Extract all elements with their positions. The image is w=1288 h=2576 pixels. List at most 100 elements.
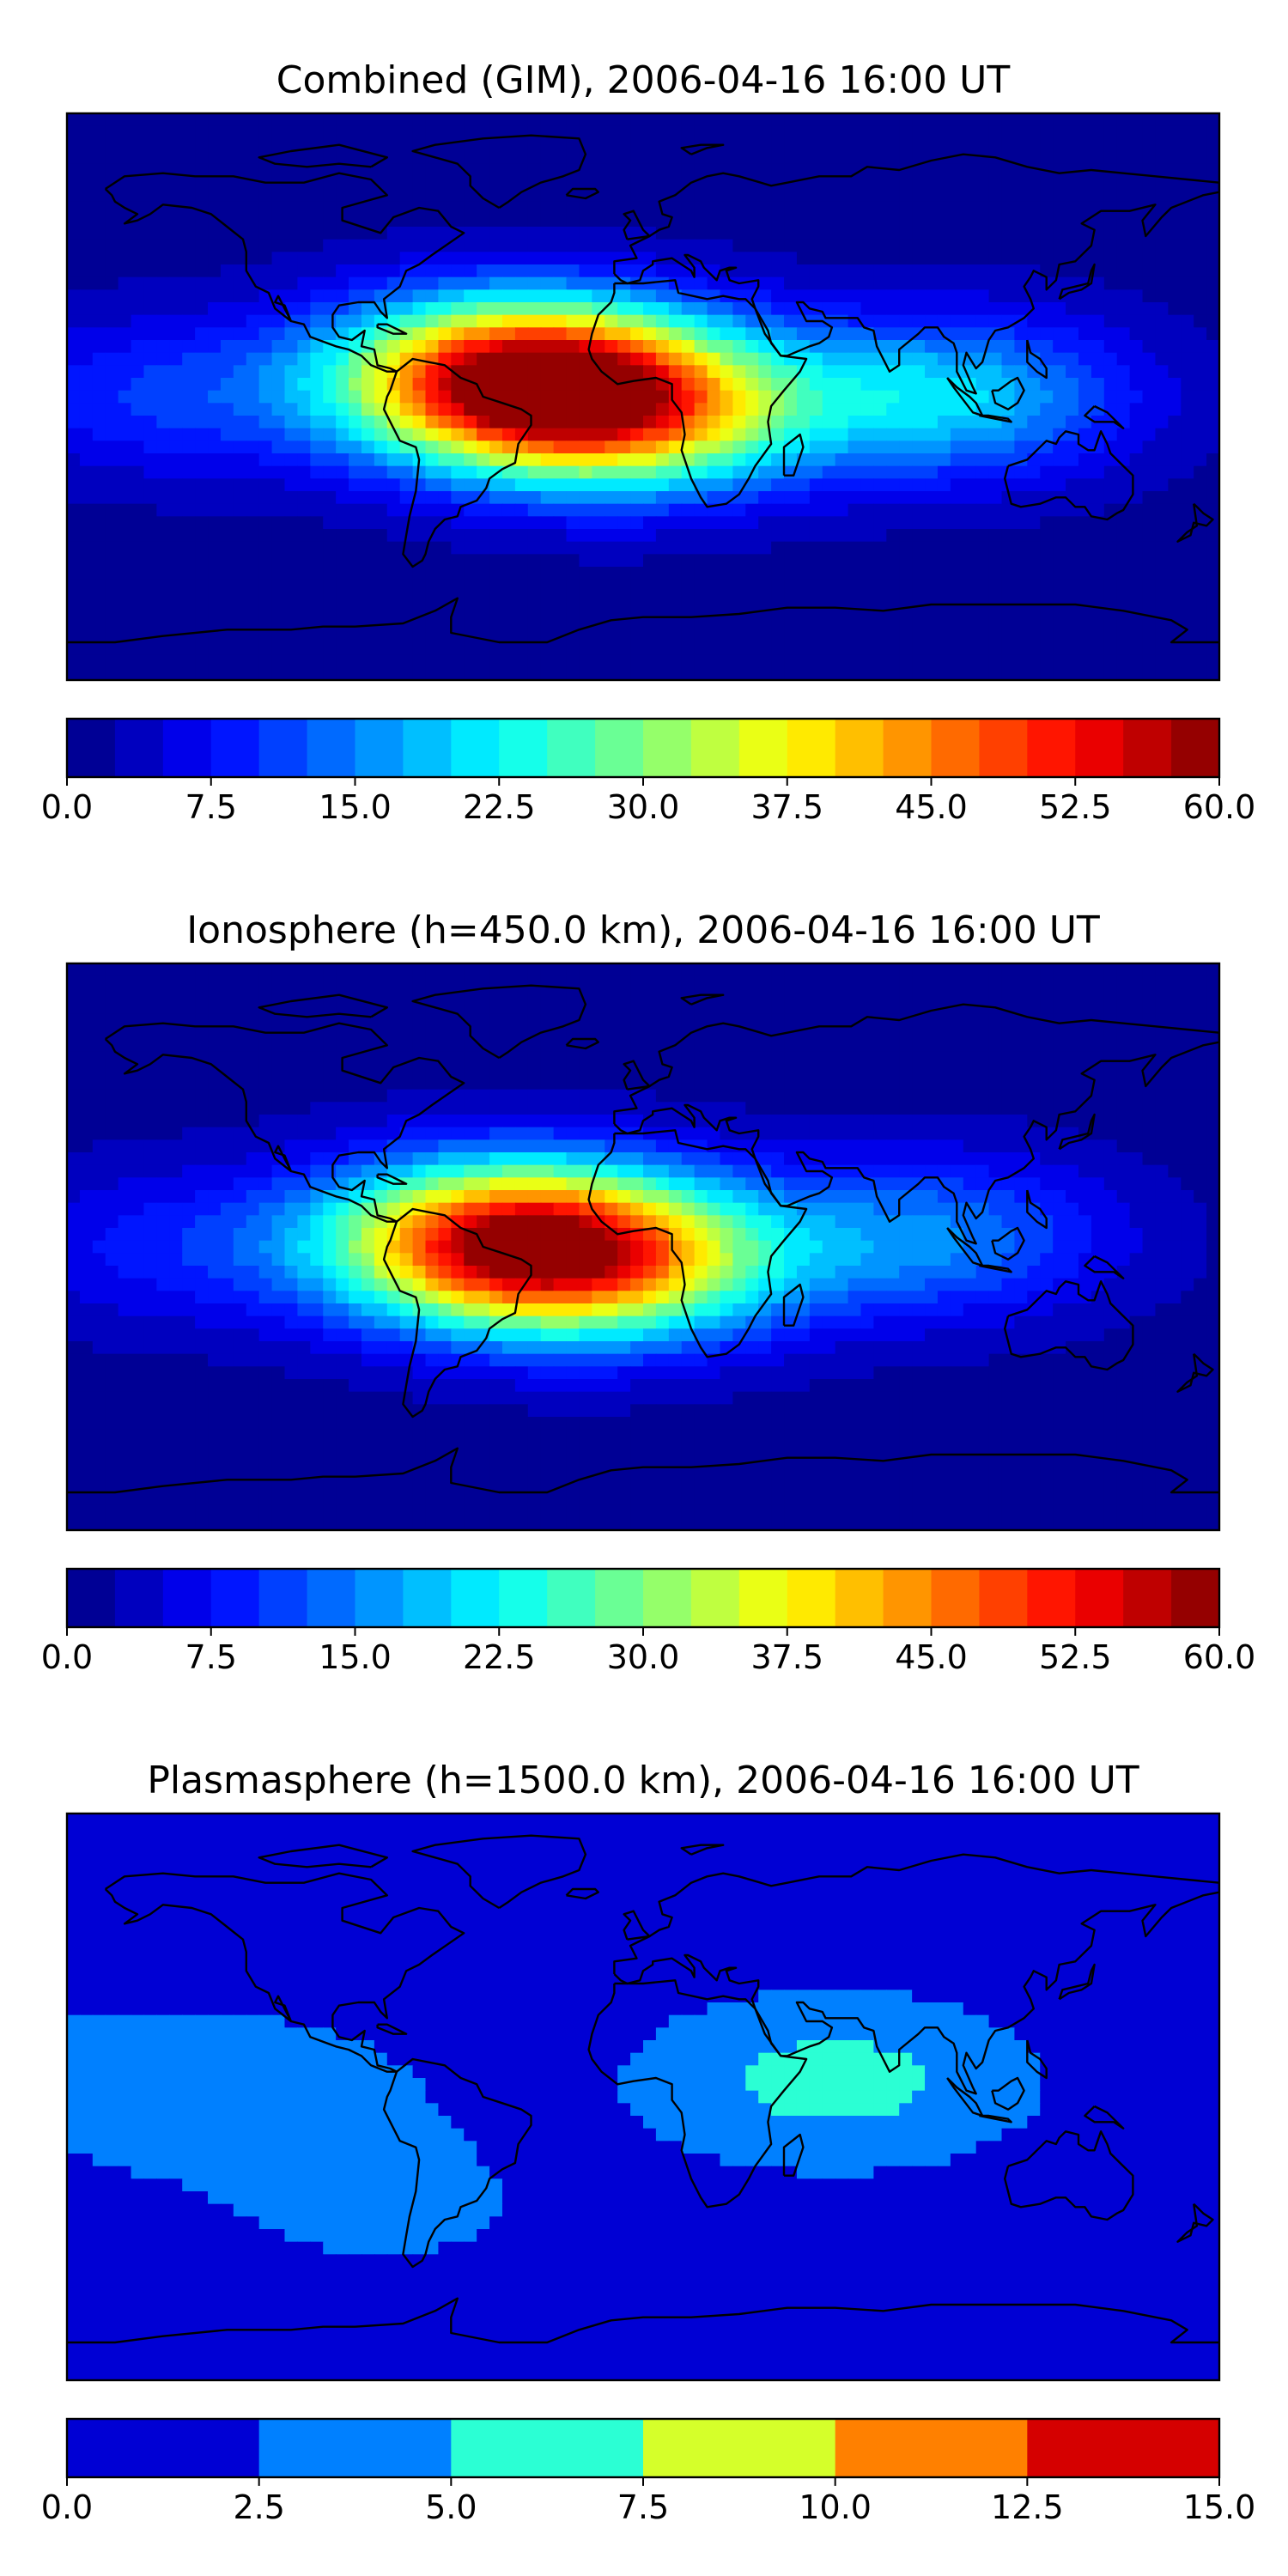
field-cell bbox=[937, 214, 951, 228]
field-cell bbox=[195, 428, 209, 441]
field-cell bbox=[67, 227, 81, 240]
field-cell bbox=[349, 239, 362, 252]
field-cell bbox=[771, 654, 785, 668]
field-cell bbox=[720, 113, 733, 127]
field-cell bbox=[707, 227, 721, 240]
field-cell bbox=[1116, 214, 1131, 228]
field-cell bbox=[527, 516, 542, 530]
field-cell bbox=[477, 151, 490, 165]
field-cell bbox=[784, 163, 798, 177]
field-cell bbox=[336, 340, 349, 354]
field-cell bbox=[310, 151, 324, 165]
field-cell bbox=[835, 629, 849, 643]
field-cell bbox=[67, 113, 81, 127]
field-cell bbox=[771, 176, 785, 190]
field-cell bbox=[1027, 465, 1041, 479]
field-cell bbox=[105, 478, 119, 492]
field-cell bbox=[835, 151, 849, 165]
field-cell bbox=[169, 201, 183, 215]
field-cell bbox=[937, 963, 951, 977]
field-cell bbox=[912, 579, 926, 592]
field-cell bbox=[809, 554, 823, 568]
field-cell bbox=[1001, 352, 1016, 366]
field-cell bbox=[527, 529, 542, 543]
field-cell bbox=[694, 554, 708, 568]
field-cell bbox=[527, 642, 542, 656]
field-cell bbox=[477, 453, 490, 467]
field-cell bbox=[1116, 163, 1131, 177]
field-cell bbox=[143, 365, 157, 379]
field-cell bbox=[988, 440, 1003, 454]
field-cell bbox=[643, 503, 657, 517]
field-cell bbox=[707, 478, 721, 492]
field-cell bbox=[258, 1077, 273, 1091]
field-cell bbox=[848, 302, 862, 316]
field-cell bbox=[605, 529, 618, 543]
field-cell bbox=[131, 189, 145, 203]
field-cell bbox=[668, 554, 683, 568]
field-cell bbox=[284, 579, 298, 592]
field-cell bbox=[1027, 667, 1041, 680]
field-cell bbox=[451, 302, 465, 316]
field-cell bbox=[386, 1001, 401, 1015]
colorbar-swatch bbox=[595, 719, 644, 777]
field-cell bbox=[579, 1026, 592, 1040]
field-cell bbox=[1194, 163, 1207, 177]
field-cell bbox=[1168, 654, 1182, 668]
field-cell bbox=[336, 592, 349, 605]
field-cell bbox=[374, 478, 388, 492]
field-cell bbox=[758, 264, 772, 278]
field-cell bbox=[118, 138, 132, 152]
field-cell bbox=[297, 963, 311, 977]
field-cell bbox=[1194, 390, 1207, 404]
field-cell bbox=[336, 605, 349, 618]
field-cell bbox=[694, 201, 708, 215]
field-cell bbox=[399, 416, 414, 429]
field-cell bbox=[451, 1064, 465, 1078]
field-cell bbox=[208, 516, 222, 530]
field-cell bbox=[79, 252, 94, 265]
field-cell bbox=[246, 163, 260, 177]
field-cell bbox=[835, 975, 849, 989]
field-cell bbox=[464, 1051, 477, 1065]
field-cell bbox=[566, 113, 580, 127]
field-cell bbox=[105, 963, 119, 977]
field-cell bbox=[873, 567, 887, 580]
field-cell bbox=[258, 201, 273, 215]
field-cell bbox=[284, 403, 298, 416]
field-cell bbox=[937, 642, 951, 656]
field-cell bbox=[118, 327, 132, 341]
coastline bbox=[782, 433, 805, 477]
field-cell bbox=[79, 276, 94, 290]
field-cell bbox=[399, 113, 414, 127]
field-cell bbox=[822, 113, 836, 127]
field-cell bbox=[605, 1077, 618, 1091]
field-cell bbox=[758, 592, 772, 605]
field-cell bbox=[592, 592, 605, 605]
field-cell bbox=[208, 440, 222, 454]
field-cell bbox=[514, 605, 529, 618]
field-cell bbox=[79, 214, 94, 228]
field-cell bbox=[540, 163, 555, 177]
field-cell bbox=[963, 1013, 977, 1027]
field-cell bbox=[745, 428, 759, 441]
field-cell bbox=[374, 125, 388, 139]
field-cell bbox=[694, 227, 708, 240]
field-cell bbox=[118, 503, 132, 517]
field-cell bbox=[425, 567, 440, 580]
field-cell bbox=[131, 491, 145, 505]
field-cell bbox=[643, 963, 657, 977]
field-cell bbox=[758, 516, 772, 530]
field-cell bbox=[527, 201, 542, 215]
field-cell bbox=[143, 302, 157, 316]
field-cell bbox=[1027, 390, 1041, 404]
field-cell bbox=[425, 252, 440, 265]
field-cell bbox=[1027, 365, 1041, 379]
field-cell bbox=[349, 276, 362, 290]
field-cell bbox=[963, 428, 977, 441]
field-cell bbox=[1129, 403, 1144, 416]
field-cell bbox=[220, 654, 234, 668]
field-cell bbox=[925, 113, 939, 127]
field-cell bbox=[592, 214, 605, 228]
field-cell bbox=[208, 151, 222, 165]
